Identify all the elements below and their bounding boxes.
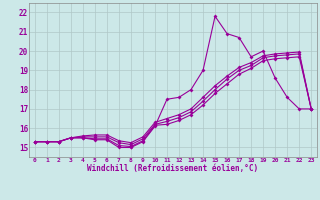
X-axis label: Windchill (Refroidissement éolien,°C): Windchill (Refroidissement éolien,°C) (87, 164, 259, 173)
